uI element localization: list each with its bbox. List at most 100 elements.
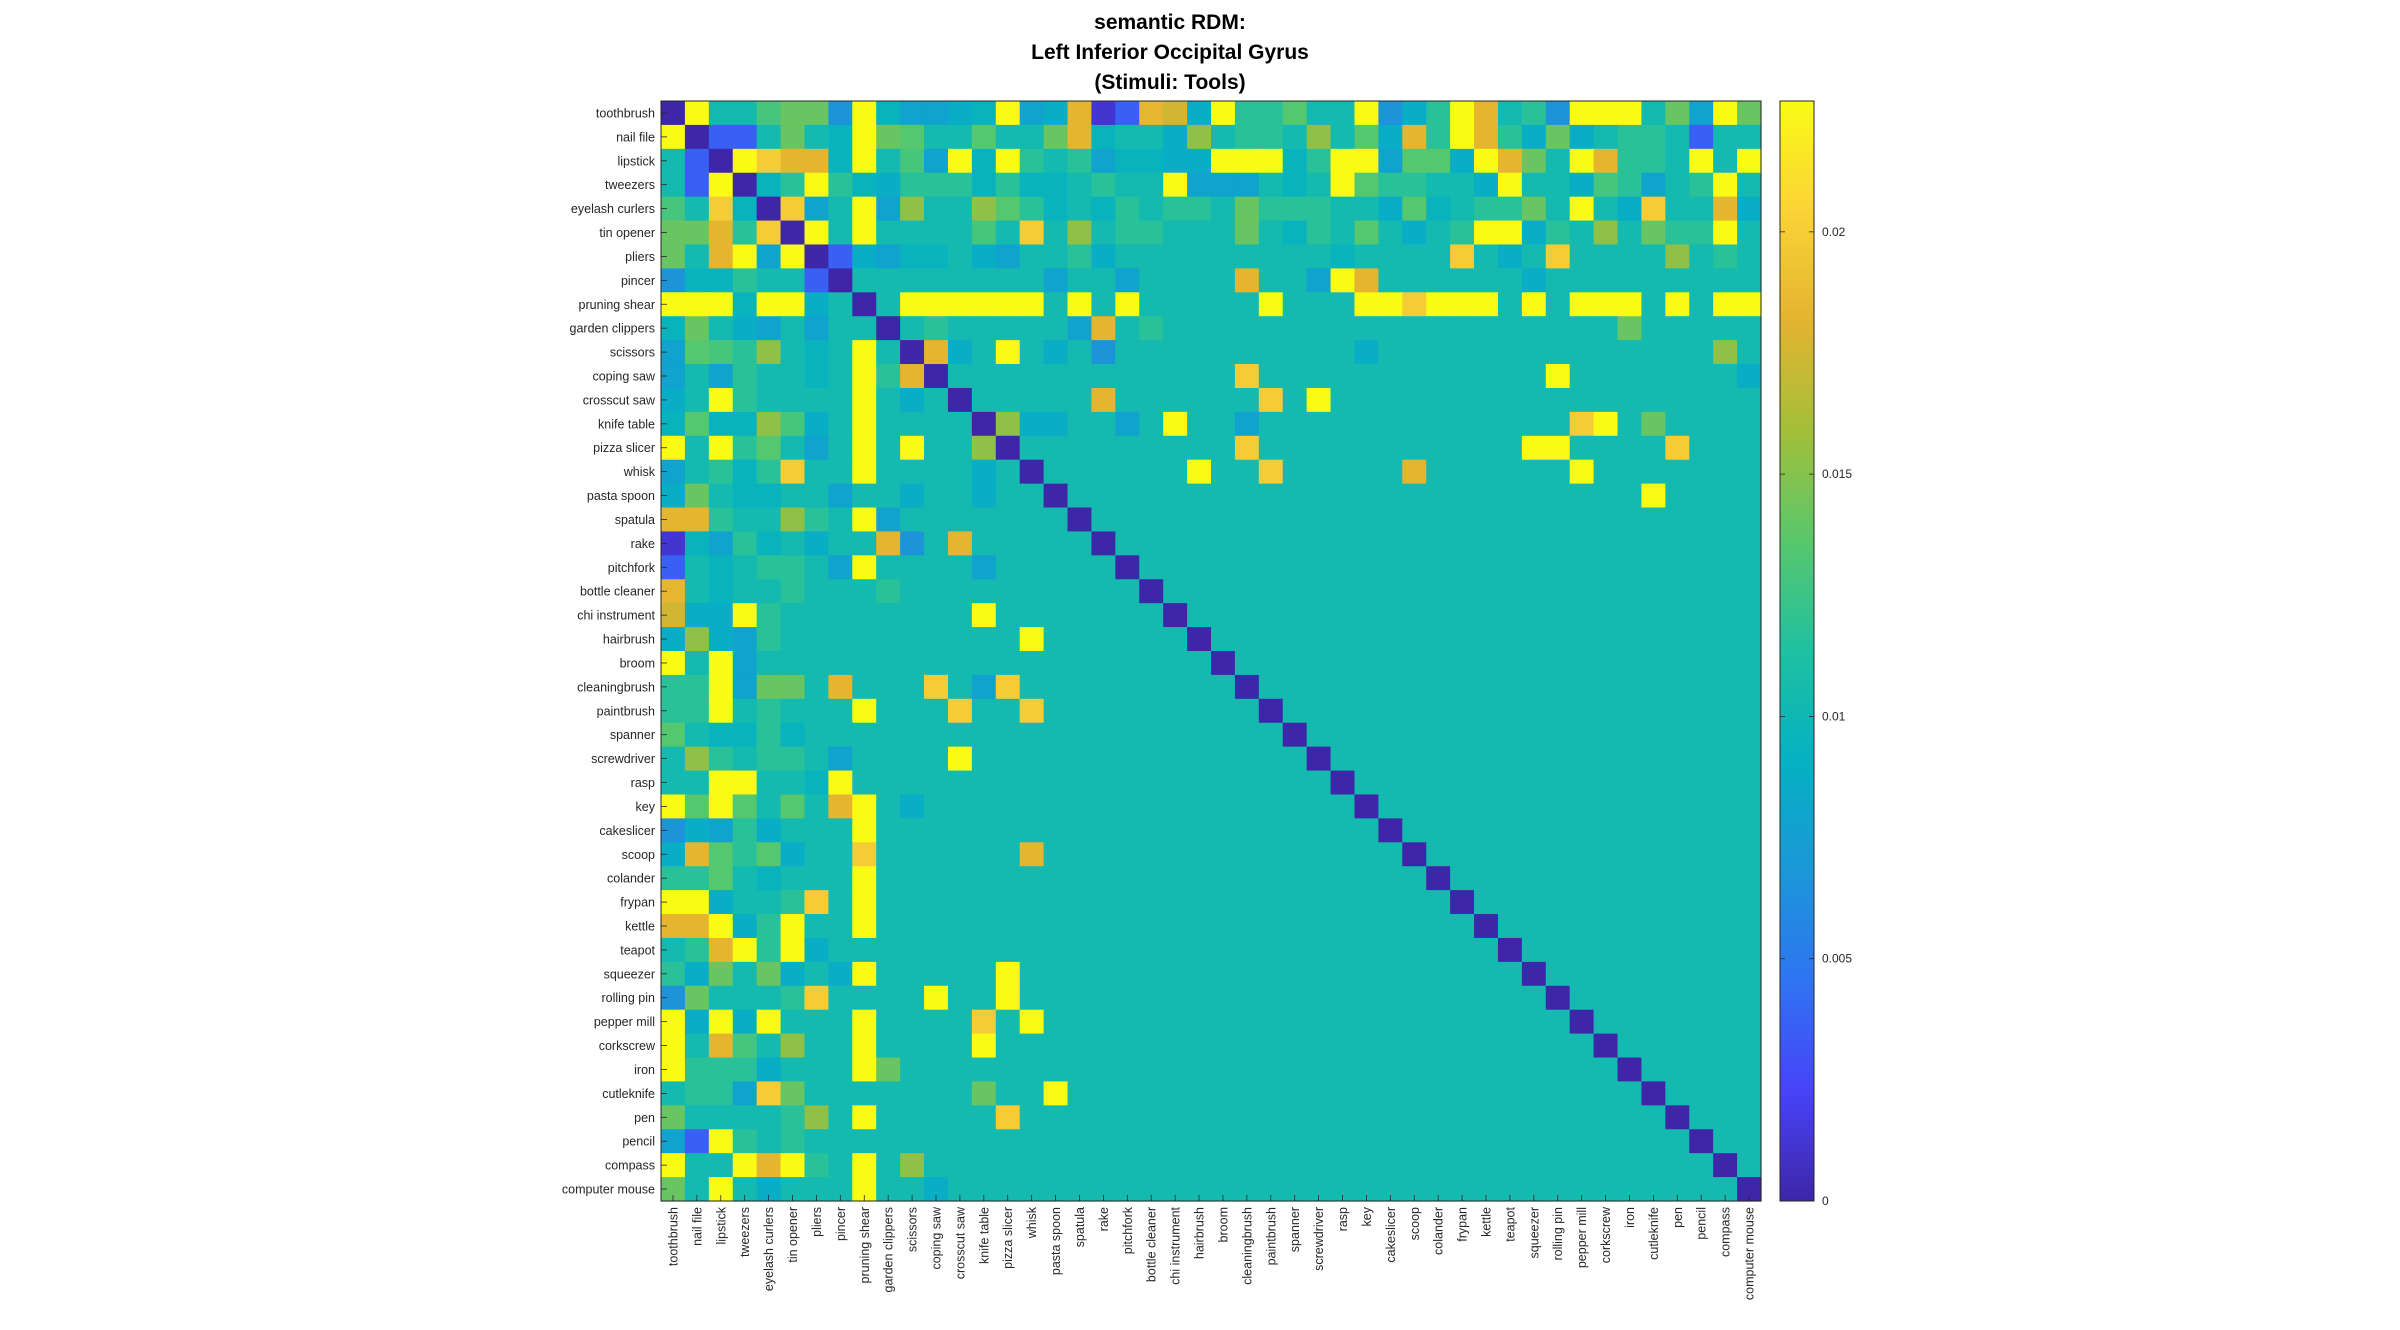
heatmap-cell [828, 148, 853, 174]
heatmap-cell [1617, 1153, 1643, 1178]
column-label: squeezer [1527, 1207, 1541, 1258]
heatmap-cell [804, 244, 829, 269]
heatmap-cell [1497, 722, 1523, 748]
heatmap-cell [1139, 866, 1164, 891]
heatmap-cell [684, 292, 710, 317]
heatmap-cell [947, 746, 973, 772]
heatmap-cell [732, 340, 758, 365]
heatmap-cell [1306, 1057, 1332, 1083]
heatmap-cell [947, 985, 973, 1011]
heatmap-cell [1593, 340, 1619, 365]
heatmap-cell [1641, 316, 1666, 341]
heatmap-cell [1593, 603, 1619, 628]
heatmap-cell [732, 1009, 758, 1035]
heatmap-cell [995, 914, 1021, 939]
heatmap-cell [852, 435, 877, 461]
heatmap-cell [1426, 937, 1451, 963]
heatmap-cell [804, 292, 829, 317]
heatmap-cell [1402, 770, 1427, 796]
row-label: crosscut saw [583, 393, 656, 407]
heatmap-cell [1569, 794, 1595, 819]
heatmap-cell [684, 124, 710, 150]
heatmap-cell [1139, 364, 1164, 389]
heatmap-cell [876, 531, 901, 556]
heatmap-cell [1402, 1105, 1427, 1130]
heatmap-cell [1737, 411, 1762, 437]
heatmap-cell [708, 1105, 734, 1130]
heatmap-cell [1521, 387, 1547, 413]
heatmap-cell [1234, 507, 1260, 533]
heatmap-cell [1282, 459, 1308, 485]
heatmap-cell [1689, 364, 1714, 389]
heatmap-cell [1593, 914, 1619, 939]
heatmap-cell [1569, 579, 1595, 604]
heatmap-cell [1354, 292, 1379, 317]
heatmap-cell [1689, 124, 1714, 150]
heatmap-cell [1641, 890, 1666, 915]
heatmap-cell [1067, 746, 1093, 772]
heatmap-cell [900, 818, 925, 843]
heatmap-cell [1474, 818, 1499, 843]
heatmap-cell [876, 914, 901, 939]
heatmap-cell [1713, 985, 1738, 1011]
heatmap-cell [1665, 507, 1690, 533]
heatmap-cell [1569, 603, 1595, 628]
heatmap-cell [1713, 1081, 1738, 1106]
heatmap-cell [1689, 531, 1714, 556]
heatmap-cell [1665, 411, 1690, 437]
heatmap-cell [1187, 172, 1212, 198]
row-label: rasp [631, 776, 655, 790]
heatmap-cell [1306, 292, 1332, 317]
heatmap-cell [1450, 627, 1475, 652]
heatmap-cell [1234, 220, 1260, 246]
heatmap-cell [1665, 435, 1690, 461]
heatmap-cell [1019, 364, 1045, 389]
heatmap-cell [995, 698, 1021, 724]
heatmap-cell [995, 1129, 1021, 1154]
heatmap-cell [1043, 937, 1069, 963]
heatmap-cell [1330, 340, 1356, 365]
heatmap-cell [995, 746, 1021, 772]
heatmap-cell [1545, 364, 1571, 389]
heatmap-cell [1019, 148, 1045, 174]
heatmap-cell [1354, 674, 1379, 700]
heatmap-cell [1569, 411, 1595, 437]
heatmap-cell [1593, 866, 1619, 891]
heatmap-cell [1521, 1081, 1547, 1106]
heatmap-cell [1330, 1057, 1356, 1083]
heatmap-cell [1091, 1153, 1116, 1178]
heatmap-cell [971, 220, 997, 246]
heatmap-cell [1545, 746, 1571, 772]
heatmap-cell [971, 818, 997, 843]
heatmap-cell [1067, 794, 1093, 819]
heatmap-cell [1234, 651, 1260, 676]
heatmap-cell [828, 435, 853, 461]
heatmap-cell [1378, 914, 1403, 939]
heatmap-cell [1450, 818, 1475, 843]
heatmap-cell [1737, 244, 1762, 269]
heatmap-cell [1450, 794, 1475, 819]
heatmap-cell [1545, 1033, 1571, 1059]
heatmap-cell [1593, 961, 1619, 987]
heatmap-cell [971, 770, 997, 796]
heatmap-cell [1713, 316, 1738, 341]
heatmap-cell [1234, 579, 1260, 604]
heatmap-cell [1115, 914, 1140, 939]
heatmap-cell [1474, 1057, 1499, 1083]
heatmap-cell [1665, 866, 1690, 891]
heatmap-cell [1139, 603, 1164, 628]
heatmap-cell [1211, 531, 1236, 556]
heatmap-cell [924, 746, 949, 772]
heatmap-cell [1354, 698, 1379, 724]
heatmap-cell [1450, 555, 1475, 580]
heatmap-cell [1139, 985, 1164, 1011]
heatmap-cell [1330, 101, 1356, 126]
heatmap-cell [947, 1153, 973, 1178]
column-label: pincer [834, 1207, 848, 1241]
heatmap-cell [1665, 172, 1690, 198]
heatmap-cell [1139, 1081, 1164, 1106]
heatmap-cell [900, 483, 925, 509]
heatmap-cell [1497, 124, 1523, 150]
heatmap-cell [1593, 531, 1619, 556]
